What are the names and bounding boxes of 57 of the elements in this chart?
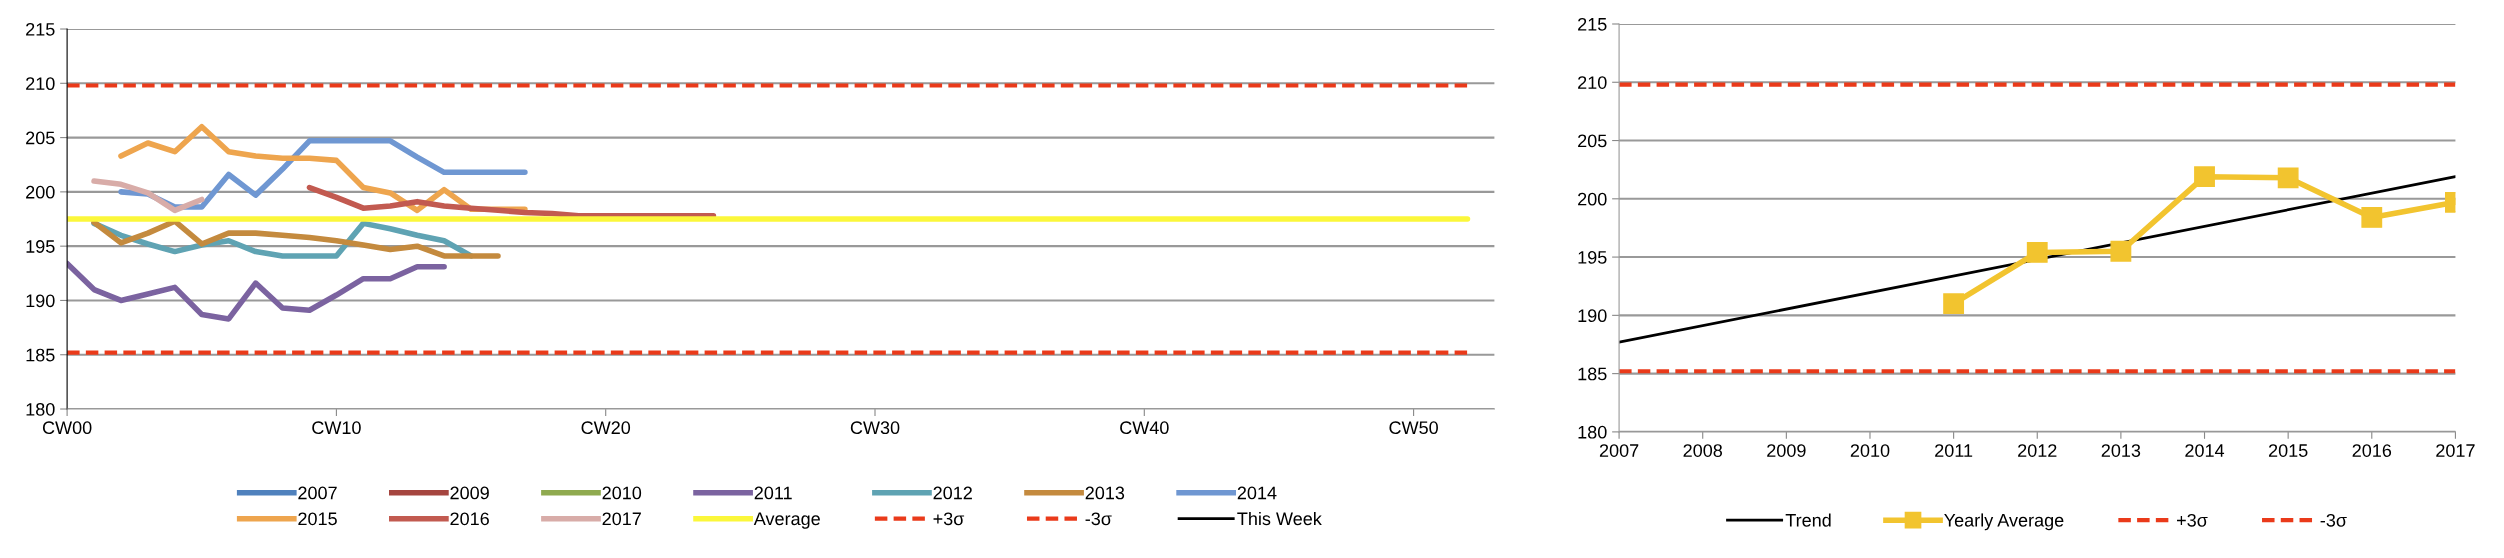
legend-label: Trend bbox=[1785, 513, 1831, 527]
x-tick-label: 2007 bbox=[1599, 444, 1639, 457]
legend-label: 2015 bbox=[298, 512, 337, 526]
legend-label: -3σ bbox=[2320, 513, 2347, 527]
y-tick-label: 205 bbox=[1578, 134, 1607, 148]
x-tick-label: 2011 bbox=[1935, 444, 1973, 457]
point bbox=[2194, 166, 2215, 188]
y-tick-label: 200 bbox=[26, 185, 55, 199]
x-tick-label: 2010 bbox=[1850, 444, 1890, 457]
legend-label: +3σ bbox=[933, 512, 965, 526]
legend-label: 2014 bbox=[1237, 486, 1277, 500]
point bbox=[1943, 293, 1965, 315]
legend-label: 2011 bbox=[754, 486, 792, 500]
y-tick-label: 205 bbox=[26, 131, 55, 145]
x-tick-label: 2012 bbox=[2018, 444, 2057, 457]
x-tick-label: CW50 bbox=[1389, 421, 1438, 435]
x-tick-label: CW20 bbox=[581, 421, 631, 435]
y-tick-label: 180 bbox=[26, 402, 55, 416]
legend-label: 2017 bbox=[602, 512, 641, 526]
legend-label: 2007 bbox=[298, 486, 337, 500]
x-tick-label: CW00 bbox=[42, 421, 92, 435]
x-tick-label: CW40 bbox=[1120, 421, 1169, 435]
legend-label: Yearly Average bbox=[1944, 513, 2064, 531]
x-tick-label: CW10 bbox=[312, 421, 361, 435]
point bbox=[2361, 207, 2383, 228]
x-tick-label: 2016 bbox=[2352, 444, 2392, 457]
y-tick-label: 190 bbox=[1578, 309, 1607, 323]
y-tick-label: 195 bbox=[1578, 251, 1607, 264]
y-tick-label: 215 bbox=[26, 22, 55, 36]
y-tick-label: 180 bbox=[1578, 425, 1607, 439]
legend-label: 2016 bbox=[450, 512, 489, 526]
legend-label: 2009 bbox=[450, 486, 489, 500]
legend-label: 2012 bbox=[933, 486, 972, 500]
y-tick-label: 210 bbox=[1578, 76, 1607, 89]
y-tick-label: 185 bbox=[1578, 367, 1607, 381]
point bbox=[2026, 241, 2048, 263]
y-tick-label: 200 bbox=[1578, 192, 1607, 206]
legend-label: This Week bbox=[1237, 511, 1322, 526]
point bbox=[2110, 240, 2132, 262]
x-tick-label: 2008 bbox=[1683, 444, 1723, 457]
y-tick-label: 195 bbox=[26, 240, 55, 253]
legend-label: -3σ bbox=[1085, 512, 1112, 526]
x-tick-label: 2009 bbox=[1767, 444, 1806, 457]
y-tick-label: 190 bbox=[26, 294, 55, 308]
y-tick-label: 210 bbox=[26, 77, 55, 91]
legend-label: Average bbox=[753, 512, 820, 529]
point bbox=[2277, 167, 2299, 189]
x-tick-label: 2015 bbox=[2268, 444, 2308, 457]
legend-label: +3σ bbox=[2177, 513, 2208, 527]
legend-label: 2013 bbox=[1085, 486, 1125, 500]
y-tick-label: 185 bbox=[26, 348, 55, 362]
legend-label: 2010 bbox=[602, 486, 642, 500]
x-tick-label: 2017 bbox=[2436, 444, 2475, 457]
x-tick-label: 2013 bbox=[2101, 444, 2141, 457]
x-tick-label: CW30 bbox=[850, 421, 900, 435]
y-tick-label: 215 bbox=[1578, 17, 1607, 31]
x-tick-label: 2014 bbox=[2185, 444, 2225, 457]
